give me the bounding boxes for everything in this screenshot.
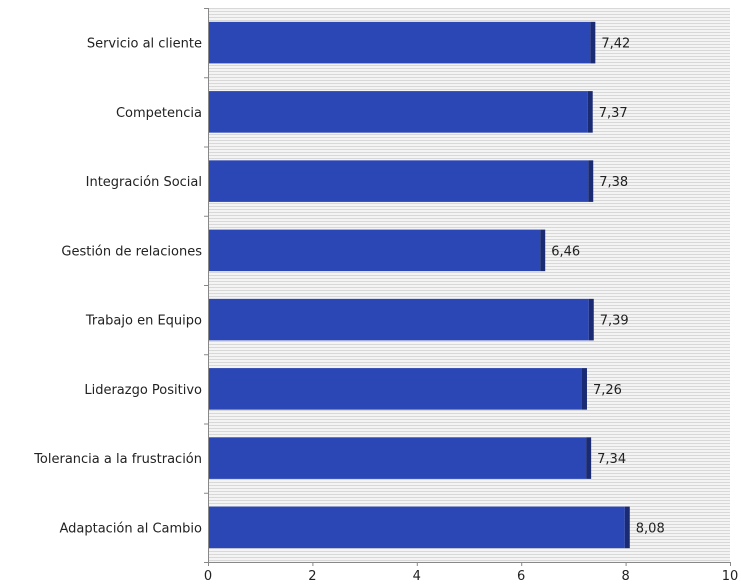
x-tick-label: 8 — [621, 569, 629, 584]
bar-edge — [588, 298, 594, 341]
x-tick-label: 0 — [204, 569, 212, 584]
category-label: Integración Social — [86, 175, 202, 190]
labels: 7,42 Servicio al cliente 7,37 Competencia 7,… — [33, 37, 738, 584]
x-tick-label: 10 — [722, 569, 739, 584]
x-tick-label: 4 — [413, 569, 421, 584]
category-label: Gestión de relaciones — [61, 244, 202, 259]
bar — [208, 229, 541, 272]
data-label: 7,37 — [599, 106, 628, 121]
category-label: Competencia — [116, 106, 202, 121]
x-tick-label: 2 — [308, 569, 316, 584]
data-label: 8,08 — [636, 521, 665, 536]
category-label: Servicio al cliente — [87, 37, 202, 52]
x-tick-label: 6 — [517, 569, 525, 584]
bar — [208, 368, 582, 410]
bar — [208, 437, 587, 479]
data-label: 7,39 — [600, 314, 629, 329]
data-label: 7,26 — [593, 383, 622, 398]
bar-edge — [624, 506, 630, 549]
bar-edge — [540, 229, 546, 272]
bar-edge — [581, 368, 587, 410]
category-label: Adaptación al Cambio — [59, 521, 202, 536]
category-label: Liderazgo Positivo — [84, 383, 202, 398]
bar — [208, 160, 589, 202]
data-label: 6,46 — [551, 244, 580, 259]
bar — [208, 21, 591, 64]
bar-edge — [587, 91, 593, 133]
data-label: 7,34 — [597, 452, 626, 467]
bar — [208, 298, 589, 341]
category-label: Trabajo en Equipo — [85, 314, 202, 329]
bar — [208, 91, 588, 133]
bar-edge — [590, 21, 596, 64]
data-label: 7,38 — [599, 175, 628, 190]
bar-edge — [586, 437, 592, 479]
bar-edge — [588, 160, 594, 202]
category-label: Tolerancia a la frustración — [33, 452, 202, 467]
axes — [204, 8, 731, 566]
data-label: 7,42 — [601, 37, 630, 52]
bar — [208, 506, 625, 549]
bar-group — [208, 21, 630, 549]
